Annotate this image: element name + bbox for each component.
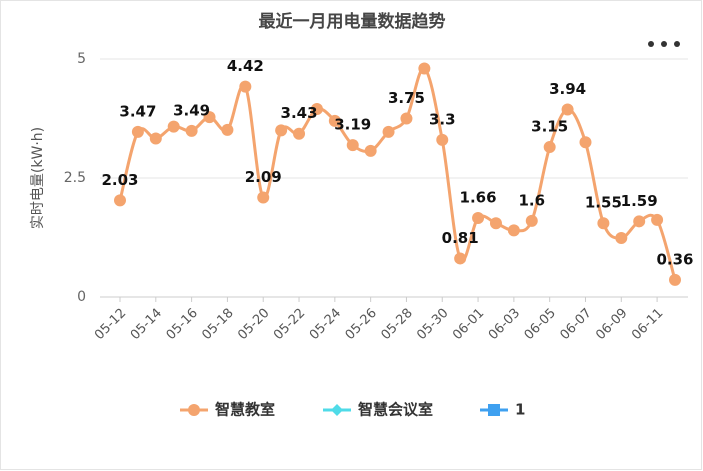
data-point xyxy=(615,231,628,244)
data-label: 0.36 xyxy=(656,250,693,268)
data-label: 1.6 xyxy=(518,191,545,209)
data-point xyxy=(239,80,252,93)
data-point xyxy=(131,125,144,138)
legend-marker xyxy=(188,404,200,416)
data-label: 2.03 xyxy=(101,171,138,189)
data-point xyxy=(185,124,198,137)
data-label: 1.66 xyxy=(460,188,497,206)
data-point xyxy=(400,112,413,125)
y-tick-label: 5 xyxy=(77,51,86,67)
data-point xyxy=(257,191,270,204)
data-point xyxy=(579,136,592,149)
data-point xyxy=(418,62,431,75)
chart-title: 最近一月用电量数据趋势 xyxy=(259,11,446,32)
legend-label: 1 xyxy=(515,401,525,419)
data-point xyxy=(489,217,502,230)
data-label: 1.55 xyxy=(585,194,622,212)
data-label: 2.09 xyxy=(245,168,282,186)
data-point xyxy=(472,211,485,224)
data-point xyxy=(436,133,449,146)
data-point xyxy=(275,124,288,137)
data-point xyxy=(525,214,538,227)
data-point xyxy=(114,194,126,207)
data-point xyxy=(382,125,395,138)
y-axis-label: 实时电量(kW·h) xyxy=(30,127,46,229)
legend-label: 智慧会议室 xyxy=(358,401,433,419)
data-point xyxy=(221,123,234,136)
data-label: 3.15 xyxy=(531,118,568,136)
data-point xyxy=(633,215,646,228)
data-point xyxy=(293,127,306,140)
data-point xyxy=(203,111,216,124)
y-tick-label: 2.5 xyxy=(64,170,86,186)
data-label: 3.75 xyxy=(388,89,425,107)
data-point xyxy=(454,252,467,265)
data-label: 3.43 xyxy=(281,104,318,122)
menu-icon[interactable] xyxy=(648,41,680,47)
data-label: 3.49 xyxy=(173,101,210,119)
data-label: 4.42 xyxy=(227,57,264,75)
data-point xyxy=(364,144,377,157)
data-point xyxy=(507,224,520,237)
data-point xyxy=(149,132,162,145)
data-label: 3.3 xyxy=(429,110,456,128)
data-point xyxy=(346,139,359,152)
legend-marker xyxy=(488,404,500,416)
data-label: 0.81 xyxy=(442,229,479,247)
data-point xyxy=(669,273,681,286)
data-label: 1.59 xyxy=(621,192,658,210)
legend-label: 智慧教室 xyxy=(215,401,275,419)
data-label: 3.19 xyxy=(334,116,371,134)
data-label: 3.94 xyxy=(549,80,586,98)
data-point xyxy=(167,120,180,133)
legend-marker xyxy=(331,404,343,416)
y-tick-label: 0 xyxy=(77,289,86,305)
data-point xyxy=(597,217,610,230)
data-point xyxy=(561,103,574,116)
data-point xyxy=(328,114,341,127)
data-point xyxy=(651,213,664,226)
data-point xyxy=(310,102,323,115)
data-point xyxy=(543,141,556,154)
data-label: 3.47 xyxy=(119,102,156,120)
